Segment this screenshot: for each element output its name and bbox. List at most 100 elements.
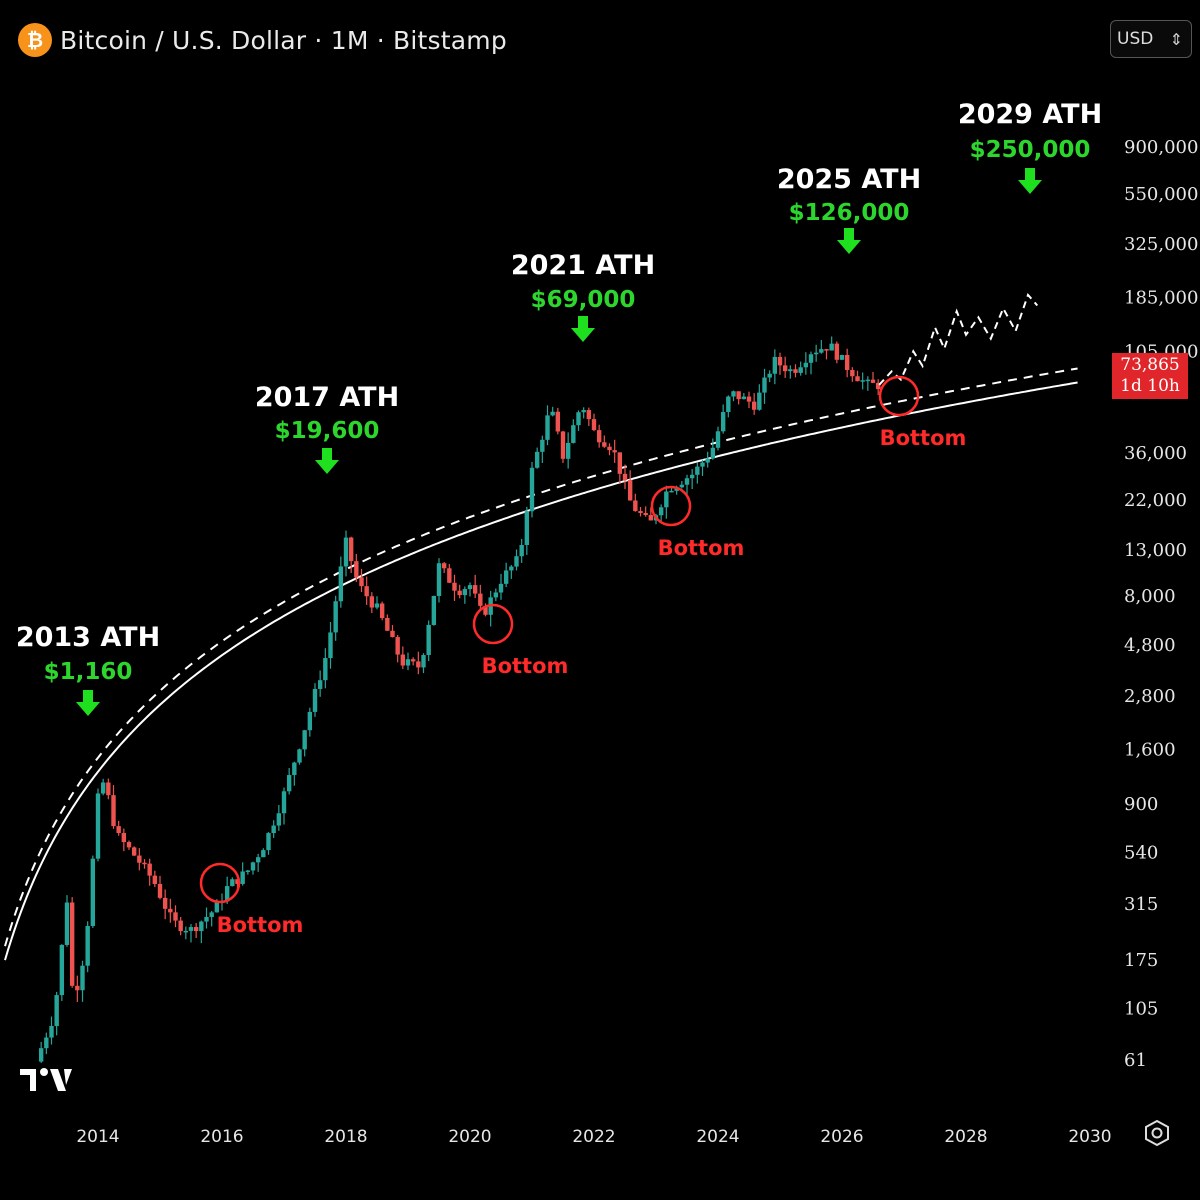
candle-body bbox=[147, 863, 152, 876]
candle-body bbox=[850, 370, 855, 377]
candle-body bbox=[359, 577, 364, 587]
bottom-marker-circle bbox=[878, 375, 920, 417]
y-axis-tick-label: 8,000 bbox=[1124, 586, 1176, 607]
bottom-marker-circle bbox=[472, 603, 514, 645]
candle-body bbox=[116, 826, 121, 834]
candle-body bbox=[731, 391, 736, 397]
candle-body bbox=[555, 411, 561, 432]
candle-body bbox=[865, 379, 871, 382]
x-axis-tick-label: 2024 bbox=[696, 1127, 739, 1147]
candle-body bbox=[131, 847, 137, 856]
candle-body bbox=[803, 362, 809, 368]
x-axis-tick-label: 2022 bbox=[572, 1127, 615, 1147]
candle-body bbox=[720, 412, 726, 432]
gear-icon[interactable] bbox=[1142, 1118, 1172, 1148]
ath-title-label: 2021 ATH bbox=[511, 250, 655, 281]
bottom-label: Bottom bbox=[482, 654, 569, 678]
candle-body bbox=[819, 349, 824, 353]
candle-body bbox=[576, 412, 581, 426]
down-arrow-icon bbox=[315, 448, 339, 474]
candle-body bbox=[736, 391, 741, 400]
candle-body bbox=[565, 442, 571, 459]
down-arrow-icon bbox=[571, 316, 595, 342]
candle-body bbox=[498, 583, 504, 593]
candle-body bbox=[664, 491, 669, 508]
candle-body bbox=[338, 566, 344, 602]
y-axis-tick-label: 13,000 bbox=[1124, 540, 1187, 561]
candle-body bbox=[390, 630, 395, 638]
candle-body bbox=[643, 512, 648, 516]
candle-body bbox=[478, 593, 483, 606]
candle-body bbox=[199, 921, 204, 932]
candle-body bbox=[126, 842, 132, 848]
x-axis-tick-label: 2020 bbox=[448, 1127, 491, 1147]
candle-body bbox=[493, 592, 499, 598]
candle-body bbox=[204, 916, 209, 922]
ath-price-label: $19,600 bbox=[275, 418, 380, 444]
candle-body bbox=[715, 431, 721, 448]
candle-body bbox=[638, 511, 643, 513]
chart-header: ₿ Bitcoin / U.S. Dollar · 1M · Bitstamp bbox=[18, 22, 507, 58]
x-axis-tick-label: 2018 bbox=[324, 1127, 367, 1147]
candle-body bbox=[844, 354, 850, 371]
candle-body bbox=[261, 850, 266, 858]
x-axis-tick-label: 2014 bbox=[76, 1127, 119, 1147]
candle-body bbox=[395, 637, 400, 655]
current-price: 73,865 bbox=[1120, 355, 1180, 375]
candle-body bbox=[581, 410, 586, 413]
bottom-marker-circle bbox=[199, 862, 241, 904]
candle-body bbox=[328, 632, 333, 659]
x-axis-tick-label: 2028 bbox=[944, 1127, 987, 1147]
candle-body bbox=[669, 490, 674, 493]
candle-body bbox=[607, 446, 612, 451]
ath-title-label: 2025 ATH bbox=[777, 164, 921, 195]
candle-body bbox=[726, 396, 731, 413]
candle-body bbox=[276, 813, 282, 826]
currency-select[interactable]: USD ⇕ bbox=[1110, 20, 1192, 58]
ath-price-label: $69,000 bbox=[531, 287, 636, 313]
candle-body bbox=[281, 791, 287, 814]
symbol-title[interactable]: Bitcoin / U.S. Dollar · 1M · Bitstamp bbox=[60, 25, 507, 55]
candle-body bbox=[292, 762, 297, 776]
x-axis-tick-label: 2026 bbox=[820, 1127, 863, 1147]
tradingview-logo-icon[interactable] bbox=[20, 1066, 72, 1094]
bottom-label: Bottom bbox=[217, 913, 304, 937]
bottom-label: Bottom bbox=[658, 536, 745, 560]
candle-body bbox=[472, 585, 478, 594]
candle-body bbox=[416, 661, 421, 668]
candle-body bbox=[54, 995, 59, 1027]
candle-body bbox=[705, 458, 710, 463]
candle-body bbox=[426, 624, 431, 656]
candle-body bbox=[142, 862, 147, 865]
candle-body bbox=[255, 857, 261, 863]
down-arrow-icon bbox=[1018, 168, 1042, 194]
candle-body bbox=[855, 376, 860, 382]
candle-body bbox=[467, 585, 473, 590]
candle-body bbox=[571, 425, 576, 443]
candle-body bbox=[385, 618, 390, 631]
candle-body bbox=[545, 415, 550, 440]
candle-body bbox=[524, 511, 530, 546]
candle-body bbox=[369, 596, 375, 608]
candle-body bbox=[271, 825, 276, 834]
candle-body bbox=[173, 912, 178, 921]
candle-body bbox=[431, 595, 437, 625]
candle-body bbox=[410, 659, 416, 662]
candle-body bbox=[245, 870, 251, 873]
candle-body bbox=[90, 858, 96, 926]
candle-body bbox=[829, 343, 834, 351]
candle-body bbox=[80, 965, 85, 991]
candle-body bbox=[111, 795, 116, 827]
y-axis-tick-label: 315 bbox=[1124, 894, 1158, 915]
candle-body bbox=[762, 377, 767, 393]
candle-body bbox=[509, 566, 514, 571]
ath-price-label: $126,000 bbox=[789, 200, 910, 226]
candle-body bbox=[684, 478, 690, 485]
candle-body bbox=[519, 545, 524, 557]
candle-body bbox=[441, 563, 447, 569]
projection-path bbox=[878, 292, 1039, 386]
candle-body bbox=[757, 392, 762, 410]
candle-body bbox=[436, 563, 442, 596]
y-axis-tick-label: 900,000 bbox=[1124, 137, 1198, 158]
